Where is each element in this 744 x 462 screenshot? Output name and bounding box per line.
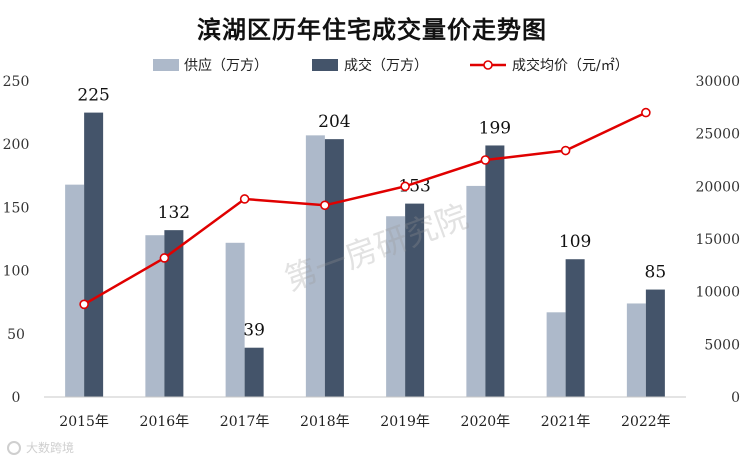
supply-bar — [546, 312, 566, 397]
y-right-tick-label: 15000 — [695, 232, 740, 248]
deal-bar — [485, 145, 505, 397]
y-right-tick-label: 0 — [731, 390, 740, 406]
legend-label-supply: 供应（万方） — [184, 57, 268, 74]
deal-data-label: 204 — [318, 112, 350, 132]
x-tick-label: 2022年 — [621, 414, 671, 430]
legend-swatch-deal — [312, 59, 338, 71]
y-right-tick-label: 30000 — [695, 74, 740, 90]
price-point — [400, 181, 410, 192]
legend-label-price: 成交均价（元/㎡） — [512, 57, 629, 74]
x-tick-label: 2015年 — [59, 414, 109, 430]
price-point — [79, 299, 89, 310]
y-right-tick-label: 20000 — [695, 179, 740, 195]
brand-logo: 大数跨境 — [7, 440, 74, 455]
y-left-tick-label: 50 — [7, 327, 25, 343]
deal-bar — [565, 259, 585, 397]
y-left-tick-label: 250 — [3, 74, 30, 90]
deal-data-label: 225 — [77, 86, 109, 106]
line-series-group — [79, 107, 651, 310]
deal-data-label: 85 — [645, 263, 667, 283]
chart-title: 滨湖区历年住宅成交量价走势图 — [197, 16, 547, 44]
deal-bar — [645, 289, 665, 397]
y-left-tick-label: 0 — [12, 390, 21, 406]
y-right-tick-label: 5000 — [704, 337, 740, 353]
deal-bar — [84, 112, 104, 397]
deal-bar — [405, 203, 425, 397]
x-tick-label: 2016年 — [140, 414, 190, 430]
y-right-tick-label: 25000 — [695, 127, 740, 143]
price-point — [159, 253, 170, 263]
axes-group: 0 50 100 150 200 250 0 5000 10000 15000 20000 25000… — [3, 74, 740, 430]
price-point — [641, 107, 651, 118]
x-tick-label: 2020年 — [461, 414, 511, 430]
price-point — [239, 194, 250, 204]
legend-swatch-supply — [153, 59, 179, 71]
y-left-tick-label: 200 — [3, 137, 30, 153]
deal-bar — [164, 230, 184, 397]
y-right-tick-label: 10000 — [695, 285, 740, 301]
brand-text: 大数跨境 — [26, 440, 74, 455]
y-left-tick-label: 100 — [3, 264, 30, 280]
y-left-tick-label: 150 — [3, 200, 30, 216]
supply-bar — [305, 135, 325, 398]
legend-swatch-price-marker — [483, 60, 493, 70]
supply-bar — [65, 184, 85, 397]
price-line — [83, 111, 647, 306]
supply-bar — [466, 185, 486, 397]
supply-bar — [145, 235, 165, 397]
price-point — [560, 145, 571, 156]
x-tick-label: 2017年 — [220, 414, 270, 430]
x-tick-label: 2019年 — [380, 414, 430, 430]
x-tick-label: 2021年 — [541, 414, 591, 430]
deal-data-label: 199 — [479, 118, 511, 138]
legend-label-deal: 成交（万方） — [344, 57, 428, 74]
deal-data-label: 39 — [243, 321, 265, 341]
brand-logo-icon — [7, 441, 21, 455]
deal-data-label: 109 — [559, 232, 591, 252]
price-point — [480, 155, 491, 165]
price-point — [320, 200, 330, 211]
deal-bar — [244, 347, 264, 397]
supply-bar — [386, 216, 406, 397]
legend: 供应（万方） 成交（万方） 成交均价（元/㎡） — [153, 57, 629, 74]
deal-data-label: 132 — [158, 203, 190, 223]
x-tick-label: 2018年 — [300, 414, 350, 430]
supply-bar — [225, 242, 245, 397]
supply-bar — [626, 303, 646, 397]
